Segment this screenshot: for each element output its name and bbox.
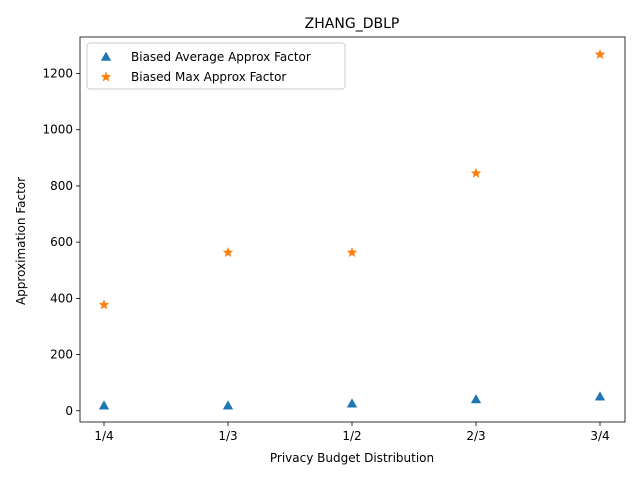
y-tick-label: 800 [50, 179, 73, 193]
data-point [470, 394, 482, 404]
x-tick-label: 3/4 [590, 429, 609, 443]
data-point [222, 400, 234, 410]
y-axis-label: Approximation Factor [14, 177, 28, 305]
data-point [346, 398, 358, 408]
plot-frame [79, 36, 626, 423]
y-tick-label: 600 [50, 235, 73, 249]
axes: 1/4 1/3 1/2 2/3 3/4 0 200 400 600 800 1000 1200 [42, 36, 626, 443]
x-axis-label: Privacy Budget Distribution [270, 451, 434, 465]
y-tick-label: 1000 [42, 123, 73, 137]
y-tick-label: 1200 [42, 67, 73, 81]
data-point [346, 246, 358, 258]
legend-marker [100, 71, 112, 82]
series-star [98, 48, 606, 310]
legend: Biased Average Approx Factor Biased Max A… [86, 42, 346, 90]
data-point [98, 400, 110, 410]
chart-title: ZHANG_DBLP [305, 16, 400, 32]
legend-marker [100, 51, 112, 61]
x-tick-label: 2/3 [466, 429, 485, 443]
y-tick-label: 0 [65, 404, 73, 418]
y-tick-label: 200 [50, 348, 73, 362]
data-point [594, 391, 606, 401]
y-tick-label: 400 [50, 291, 73, 305]
legend-entry-label: Biased Max Approx Factor [131, 70, 286, 84]
x-tick-label: 1/2 [342, 429, 361, 443]
legend-entry-label: Biased Average Approx Factor [131, 50, 311, 64]
data-point [98, 299, 110, 310]
data-point [594, 48, 606, 60]
data-point [222, 246, 234, 258]
data-point [470, 167, 482, 178]
legend-box [86, 42, 346, 90]
x-tick-label: 1/3 [218, 429, 237, 443]
data-marks [98, 48, 606, 410]
x-tick-label: 1/4 [94, 429, 113, 443]
series-triangle [98, 391, 606, 410]
